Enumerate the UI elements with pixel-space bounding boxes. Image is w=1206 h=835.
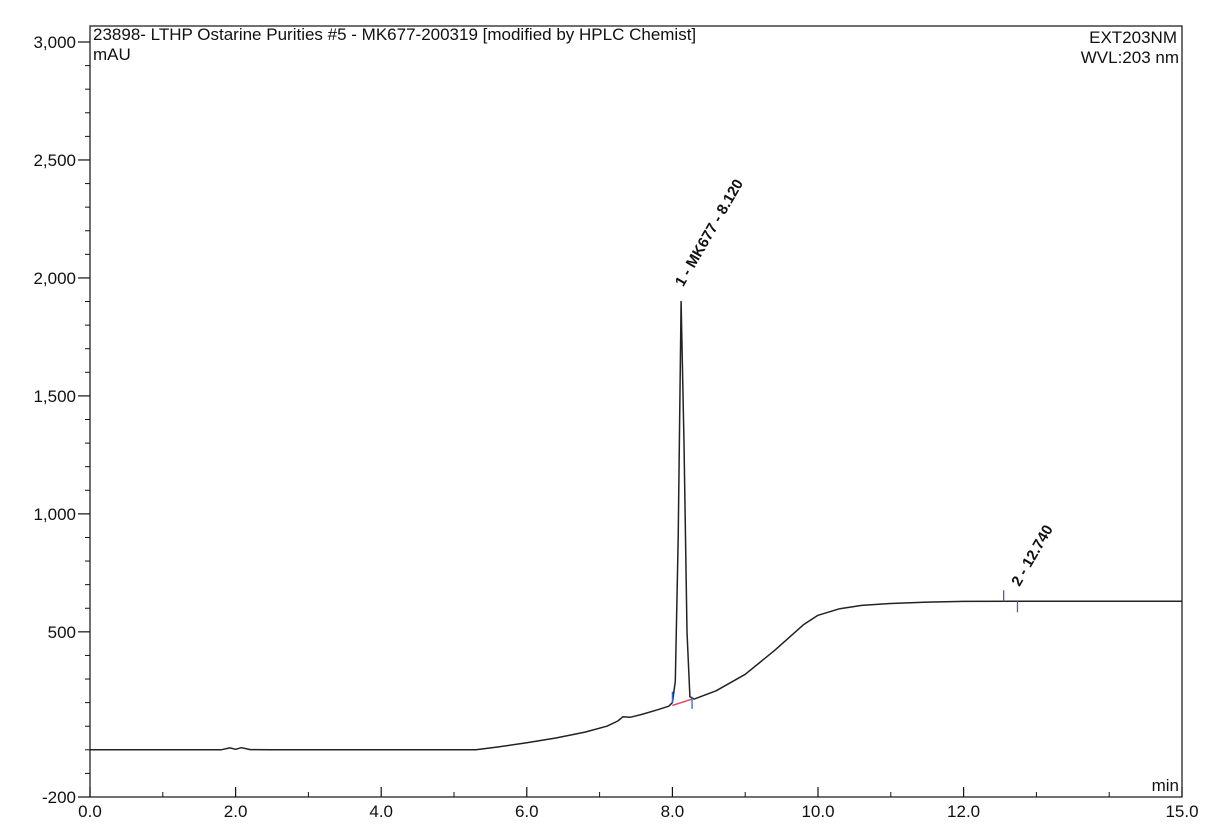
plot-frame (89, 25, 1183, 798)
y-axis: -200 500 1,000 1,500 2,000 2,500 3,000 (33, 33, 90, 807)
y-tick-label: 2,500 (33, 151, 76, 170)
peak-label: 1 - MK677 - 8.120 (672, 176, 747, 289)
x-tick-label: 12.0 (947, 802, 980, 821)
y-tick-label: 1,500 (33, 387, 76, 406)
x-tick-label: 2.0 (224, 802, 248, 821)
integration-baseline-layer (672, 698, 693, 707)
peak-label-layer: 1 - MK677 - 8.120 2 - 12.740 (672, 176, 1057, 589)
x-tick-label: 15.0 (1165, 802, 1198, 821)
y-axis-unit: mAU (93, 45, 131, 64)
channel-name: EXT203NM (1089, 28, 1177, 47)
chromatogram-title: 23898- LTHP Ostarine Purities #5 - MK677… (93, 25, 696, 44)
x-axis-unit: min (1152, 776, 1179, 795)
integration-baseline (672, 698, 693, 707)
y-tick-label: 3,000 (33, 33, 76, 52)
x-tick-label: 10.0 (801, 802, 834, 821)
wavelength-label: WVL:203 nm (1081, 48, 1179, 67)
y-tick-label: -200 (42, 788, 76, 807)
x-tick-label: 6.0 (515, 802, 539, 821)
y-tick-label: 1,000 (33, 505, 76, 524)
x-axis: 0.0 2.0 4.0 6.0 8.0 10.0 12.0 15.0 (78, 787, 1199, 821)
x-tick-label: 4.0 (369, 802, 393, 821)
y-tick-label: 500 (48, 623, 76, 642)
series-layer (90, 300, 1182, 751)
signal-trace (90, 300, 1182, 751)
peak-label: 2 - 12.740 (1008, 522, 1057, 589)
x-tick-label: 8.0 (661, 802, 685, 821)
peak-marker-layer (671, 590, 1019, 709)
y-tick-label: 2,000 (33, 269, 76, 288)
x-tick-label: 0.0 (78, 802, 102, 821)
